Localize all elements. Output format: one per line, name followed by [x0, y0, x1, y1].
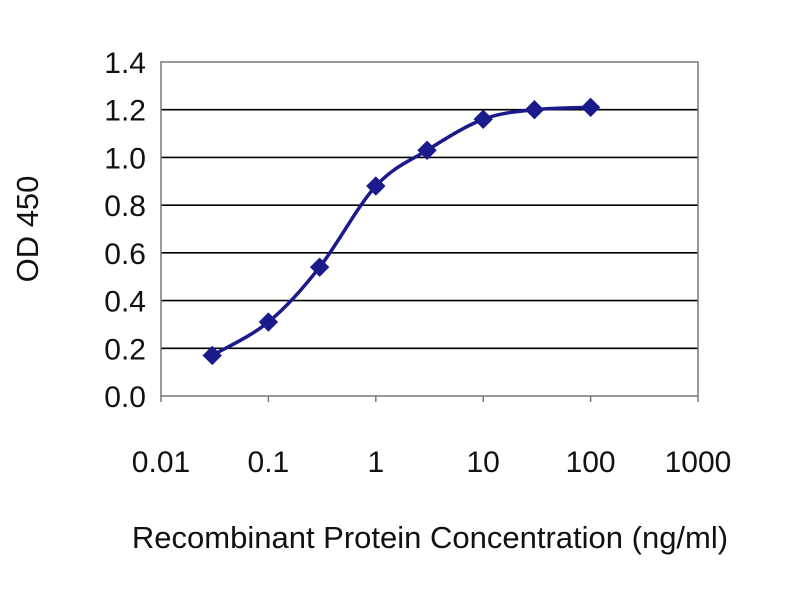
data-point-marker — [417, 140, 437, 160]
y-tick-label: 0.4 — [104, 286, 146, 319]
series-layer — [202, 97, 601, 366]
y-axis-title: OD 450 — [10, 176, 45, 283]
x-tick-label: 100 — [566, 446, 616, 479]
y-tick-label: 0.6 — [104, 238, 146, 271]
x-tick-label: 1000 — [665, 446, 732, 479]
y-tick-label: 1.4 — [104, 47, 146, 80]
y-tick-label: 0.2 — [104, 333, 146, 366]
y-tick-label: 0.0 — [104, 381, 146, 414]
data-point-marker — [309, 257, 330, 277]
data-point-marker — [202, 345, 222, 366]
x-axis-ticks: 0.01 0.1 1 10 100 1000 — [132, 396, 732, 479]
x-tick-label: 10 — [467, 446, 500, 479]
data-point-marker — [473, 109, 493, 129]
y-tick-label: 0.8 — [104, 190, 146, 223]
x-tick-label: 0.01 — [132, 446, 190, 479]
data-point-marker — [524, 100, 545, 120]
x-axis-title: Recombinant Protein Concentration (ng/ml… — [132, 520, 728, 555]
data-point-marker — [258, 312, 279, 332]
y-axis-ticks: 0.0 0.2 0.4 0.6 0.8 1.0 1.2 1.4 — [104, 47, 146, 414]
data-point-marker — [580, 97, 601, 118]
y-tick-label: 1.2 — [104, 95, 146, 128]
plot-area-frame — [160, 61, 699, 397]
data-point-marker — [366, 176, 386, 196]
x-tick-label: 1 — [367, 446, 384, 479]
y-tick-label: 1.0 — [104, 142, 146, 175]
x-tick-label: 0.1 — [248, 446, 290, 479]
